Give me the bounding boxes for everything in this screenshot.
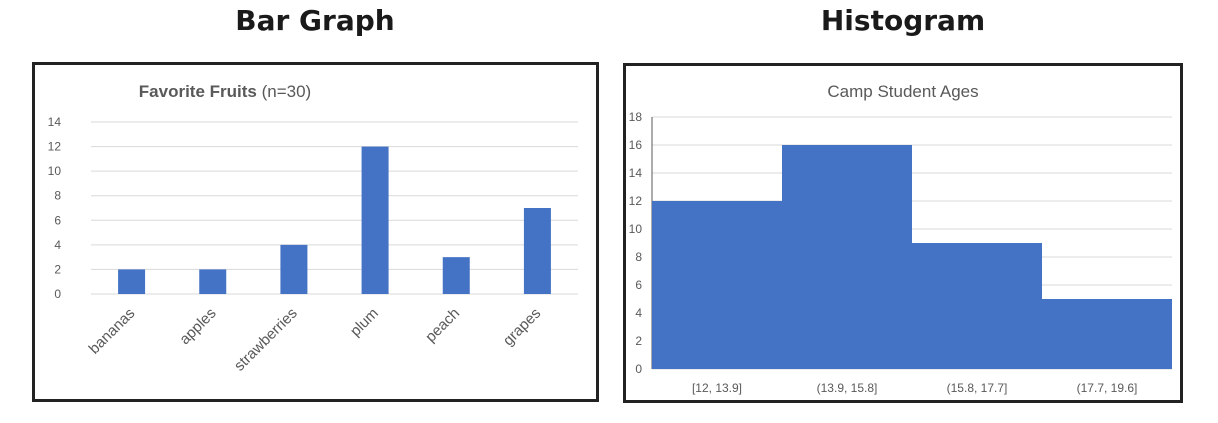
- bar-apples: [199, 269, 227, 294]
- histogram-y-tick-label: 6: [635, 278, 642, 292]
- bar-graph-title-bold: Favorite Fruits: [139, 82, 257, 101]
- histogram-y-tick-label: 10: [629, 222, 643, 236]
- bar-graph-heading: Bar Graph: [235, 4, 395, 37]
- bar-strawberries: [280, 244, 308, 294]
- histogram-title: Camp Student Ages: [827, 82, 978, 101]
- histogram-y-tick-label: 12: [629, 194, 643, 208]
- histogram-y-tick-label: 8: [635, 250, 642, 264]
- bar-graph-y-tick-label: 6: [54, 213, 61, 227]
- bar-graph-x-tick-label: peach: [422, 305, 463, 346]
- bar-graph-x-tick-label: plum: [347, 305, 382, 340]
- histogram-x-tick-label: [12, 13.9]: [692, 381, 742, 395]
- bar-plum: [361, 146, 389, 294]
- histogram-y-tick-label: 16: [629, 138, 643, 152]
- histogram-chart: Camp Student Ages 0 2 4 6 8 10 12 14 16 18 [12, 1…: [629, 82, 1172, 395]
- bar-graph-y-tick-label: 10: [48, 164, 62, 178]
- bar-graph-y-tick-label: 8: [54, 189, 61, 203]
- bar-graph-y-tick-label: 4: [54, 238, 61, 252]
- bar-bananas: [118, 269, 146, 294]
- bar-graph-y-tick-label: 12: [48, 140, 62, 154]
- histogram-x-tick-label: (15.8, 17.7]: [947, 381, 1008, 395]
- histogram-heading: Histogram: [820, 4, 986, 37]
- bar-graph-chart: Favorite Fruits (n=30) 0 2 4 6 8 10 12 14 banan…: [48, 82, 578, 375]
- bar-graph-x-tick-label: grapes: [500, 305, 544, 349]
- histogram-bin: [1042, 299, 1172, 369]
- bar-graph-title: Favorite Fruits (n=30): [139, 82, 311, 101]
- histogram-bin: [782, 145, 912, 369]
- bar-graph-x-tick-label: apples: [176, 305, 219, 348]
- histogram-y-tick-label: 4: [635, 306, 642, 320]
- bar-graph-y-tick-label: 0: [54, 287, 61, 301]
- histogram-bin: [652, 201, 782, 369]
- histogram-x-tick-label: (13.9, 15.8]: [817, 381, 878, 395]
- bar-graph-x-tick-label: bananas: [86, 305, 139, 358]
- histogram-y-tick-label: 0: [635, 362, 642, 376]
- bar-peach: [442, 257, 470, 294]
- bar-grapes: [523, 208, 551, 294]
- bar-graph-panel: Favorite Fruits (n=30) 0 2 4 6 8 10 12 14 banan…: [32, 62, 599, 402]
- bar-graph-y-tick-label: 14: [48, 115, 62, 129]
- histogram-y-tick-label: 14: [629, 166, 643, 180]
- histogram-y-tick-label: 18: [629, 110, 643, 124]
- bar-graph-title-rest: (n=30): [257, 82, 311, 101]
- histogram-panel: Camp Student Ages 0 2 4 6 8 10 12 14 16 18 [12, 1…: [623, 63, 1183, 403]
- bar-graph-y-tick-label: 2: [54, 262, 61, 276]
- histogram-bin: [912, 243, 1042, 369]
- histogram-y-tick-label: 2: [635, 334, 642, 348]
- histogram-x-tick-label: (17.7, 19.6]: [1077, 381, 1138, 395]
- bar-graph-x-tick-label: strawberries: [231, 305, 301, 375]
